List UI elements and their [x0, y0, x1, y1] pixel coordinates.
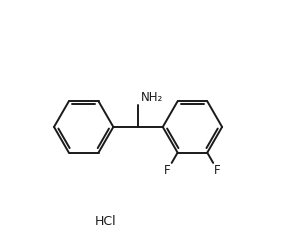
Text: F: F: [214, 164, 221, 177]
Text: F: F: [164, 164, 171, 177]
Text: NH₂: NH₂: [141, 91, 163, 104]
Text: HCl: HCl: [95, 215, 116, 228]
